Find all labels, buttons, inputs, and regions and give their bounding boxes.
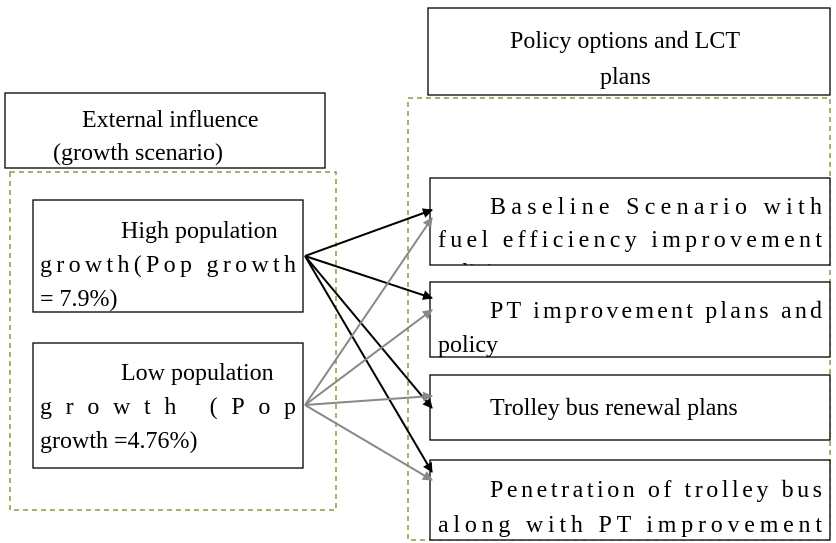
- group-frame: [9, 171, 337, 511]
- header-text: Policy options and LCT: [510, 28, 740, 54]
- plan-box: [429, 281, 831, 358]
- arrow: [304, 255, 433, 300]
- arrow: [304, 217, 433, 406]
- scenario-box: [32, 199, 304, 313]
- arrow: [304, 255, 433, 473]
- arrows-low: [304, 217, 433, 481]
- plan-text: Penetration of trolley bus: [490, 477, 822, 503]
- plan-text: policies: [438, 260, 513, 286]
- plan-box: [429, 374, 831, 441]
- arrow: [304, 309, 433, 406]
- plan-box: [429, 177, 831, 266]
- arrow: [304, 255, 433, 409]
- plan-text: fuel efficiency improvement: [438, 227, 822, 253]
- header-box: [4, 92, 326, 169]
- header-box: [427, 7, 831, 96]
- scenario-box: [32, 342, 304, 469]
- arrow: [304, 208, 433, 257]
- scenario-text: = 7.9%): [40, 286, 118, 312]
- header-text: (growth scenario): [53, 140, 223, 166]
- arrows-high: [304, 208, 433, 473]
- scenario-text: High population: [121, 218, 278, 244]
- plan-box: [429, 459, 831, 541]
- scenario-text: growth =4.76%): [40, 428, 198, 454]
- arrow: [304, 391, 433, 406]
- scenario-text: growth(Pop growth: [40, 252, 296, 278]
- arrow: [304, 404, 433, 481]
- header-text: plans: [600, 64, 651, 90]
- plan-text: policy: [438, 332, 498, 358]
- plan-text: Trolley bus renewal plans: [490, 395, 738, 421]
- scenario-text: Low population: [121, 360, 274, 386]
- header-text: External influence: [82, 107, 259, 133]
